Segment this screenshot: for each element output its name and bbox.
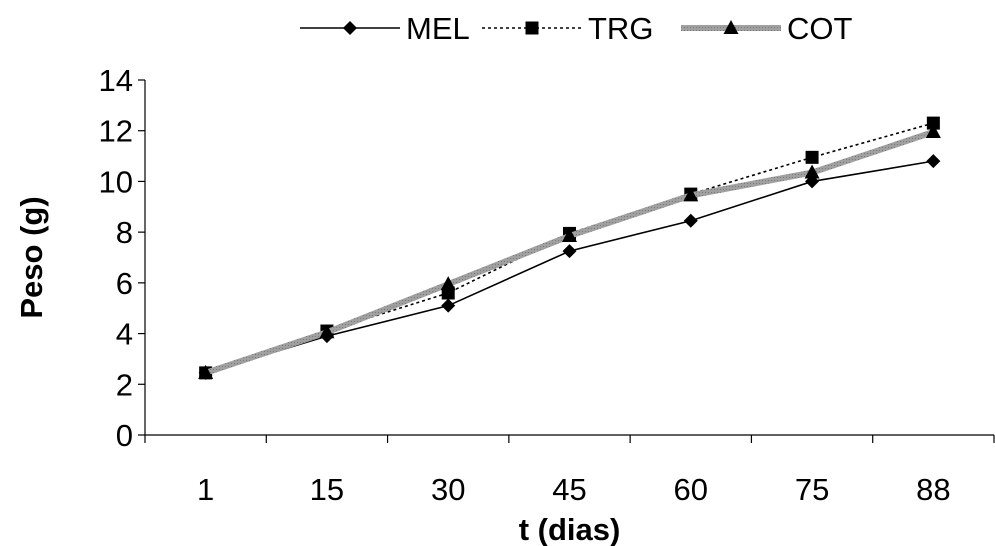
legend-marker-mel <box>343 21 357 35</box>
data-point-mel <box>562 244 577 259</box>
data-point-cot <box>562 227 577 242</box>
x-tick-label: 45 <box>552 472 586 507</box>
legend-marker-trg <box>525 21 539 35</box>
legend-label-cot: COT <box>787 11 853 46</box>
data-point-cot <box>440 276 456 291</box>
x-tick-label: 15 <box>310 472 344 507</box>
legend-marker-cot <box>723 20 739 34</box>
series-mel <box>198 154 941 380</box>
data-point-cot <box>925 123 941 138</box>
y-axis-title: Peso (g) <box>14 196 49 318</box>
data-point-mel <box>926 154 941 169</box>
data-point-mel <box>441 298 456 313</box>
legend-label-mel: MEL <box>406 11 470 46</box>
legend: MEL TRG COT <box>300 11 853 46</box>
series-line-mel <box>205 160 934 374</box>
legend-item-cot: COT <box>681 11 853 46</box>
data-point-cot <box>198 364 214 379</box>
legend-item-mel: MEL <box>300 11 470 46</box>
axes: 0 2 4 6 8 10 12 14 1 15 30 45 60 75 88 <box>99 63 995 507</box>
series-layer <box>198 116 941 380</box>
y-tick-label: 12 <box>99 114 133 149</box>
x-tick-label: 1 <box>197 472 214 507</box>
y-tick-label: 10 <box>99 164 133 199</box>
y-tick-label: 8 <box>116 215 133 250</box>
y-tick-label: 2 <box>116 367 133 402</box>
x-tick-label: 88 <box>916 472 950 507</box>
data-point-mel <box>683 213 698 228</box>
x-tick-label: 75 <box>795 472 829 507</box>
x-axis-title: t (dias) <box>519 512 621 546</box>
y-tick-label: 6 <box>116 266 133 301</box>
x-tick-label: 60 <box>674 472 708 507</box>
y-tick-label: 4 <box>116 317 133 352</box>
legend-label-trg: TRG <box>588 11 653 46</box>
y-tick-label: 0 <box>116 418 133 453</box>
data-point-trg <box>926 116 940 130</box>
data-point-cot <box>804 164 820 179</box>
data-point-cot <box>683 187 699 202</box>
series-cot <box>198 123 941 379</box>
data-point-cot <box>319 324 335 339</box>
x-tick-label: 30 <box>431 472 465 507</box>
data-point-trg <box>805 150 819 164</box>
y-tick-label: 14 <box>99 63 133 98</box>
legend-item-trg: TRG <box>482 11 653 46</box>
